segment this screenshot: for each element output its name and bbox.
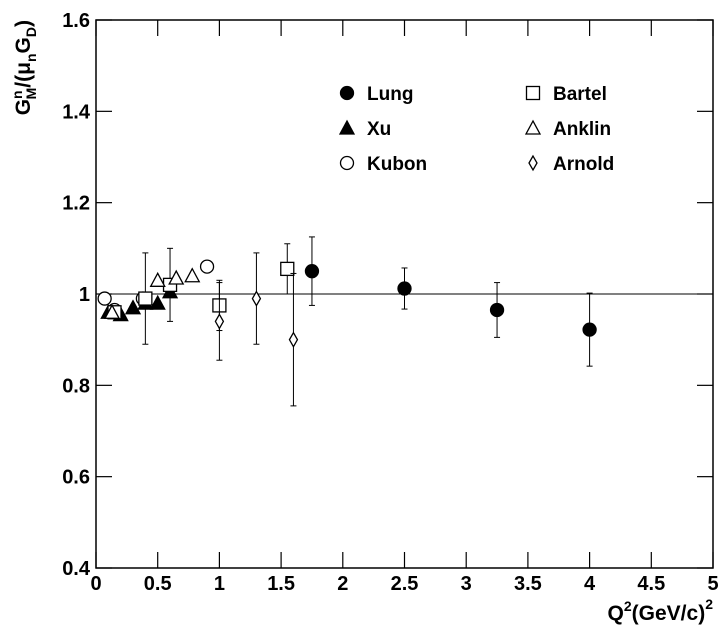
y-tick-label: 0.6	[62, 467, 90, 489]
marker	[124, 299, 142, 315]
x-tick-label: 1.5	[267, 573, 295, 595]
marker	[168, 269, 185, 285]
y-label-part: G	[12, 37, 35, 53]
x-tick-label: 4	[584, 573, 596, 595]
x-tick-label: 0.5	[144, 573, 172, 595]
marker	[489, 302, 505, 318]
y-tick-label: 1.6	[62, 10, 90, 32]
legend-marker	[339, 155, 355, 171]
marker	[304, 264, 320, 279]
x-label-part: (GeV/c)	[632, 602, 706, 625]
legend-label: Lung	[367, 84, 413, 105]
marker	[103, 303, 121, 319]
legend-label: Xu	[367, 119, 391, 140]
y-label-part: )	[12, 20, 35, 27]
marker	[251, 290, 262, 307]
legend-marker	[528, 154, 538, 172]
y-axis-label: GnM/(μnGD)	[9, 20, 39, 115]
y-tick-label: 0.4	[62, 558, 91, 580]
y-label-part: M	[23, 88, 39, 100]
marker	[149, 294, 166, 310]
marker	[397, 281, 412, 296]
legend-marker	[524, 119, 542, 135]
x-tick-label: 0	[90, 573, 101, 595]
x-tick-label: 4.5	[637, 573, 665, 595]
legend-label: Arnold	[553, 154, 614, 175]
x-tick-label: 3.5	[514, 573, 542, 595]
x-tick-label: 1	[214, 573, 225, 595]
x-tick-label: 3	[461, 573, 472, 595]
marker	[184, 267, 201, 283]
marker	[138, 291, 153, 306]
marker	[97, 291, 112, 306]
x-tick-label: 5	[707, 573, 718, 595]
x-label-part: 2	[705, 596, 713, 612]
legend-marker	[525, 85, 541, 101]
x-axis-label: Q2(GeV/c)2	[608, 596, 714, 625]
marker	[288, 331, 299, 348]
y-label-part: D	[23, 27, 39, 37]
marker	[199, 259, 215, 274]
marker	[280, 261, 295, 277]
marker	[214, 313, 225, 330]
x-tick-label: 2.5	[391, 573, 419, 595]
x-label-part: 2	[624, 598, 632, 614]
y-tick-label: 1.2	[62, 193, 90, 215]
x-tick-label: 2	[337, 573, 348, 595]
y-tick-label: 1	[79, 284, 90, 306]
legend-label: Anklin	[553, 119, 611, 140]
y-label-part: G	[12, 99, 35, 115]
y-tick-label: 1.4	[62, 101, 91, 123]
legend-marker	[339, 85, 355, 101]
y-label-part: n	[9, 90, 25, 99]
y-label-part: n	[23, 53, 39, 62]
y-label-part: μ	[12, 62, 35, 75]
y-label-part: /(	[12, 75, 35, 88]
marker	[149, 271, 166, 287]
legend-marker	[338, 119, 356, 135]
legend-label: Bartel	[553, 84, 607, 105]
legend-label: Kubon	[367, 154, 427, 175]
marker	[582, 322, 597, 337]
y-tick-label: 0.8	[62, 375, 90, 397]
x-label-part: Q	[608, 602, 624, 625]
